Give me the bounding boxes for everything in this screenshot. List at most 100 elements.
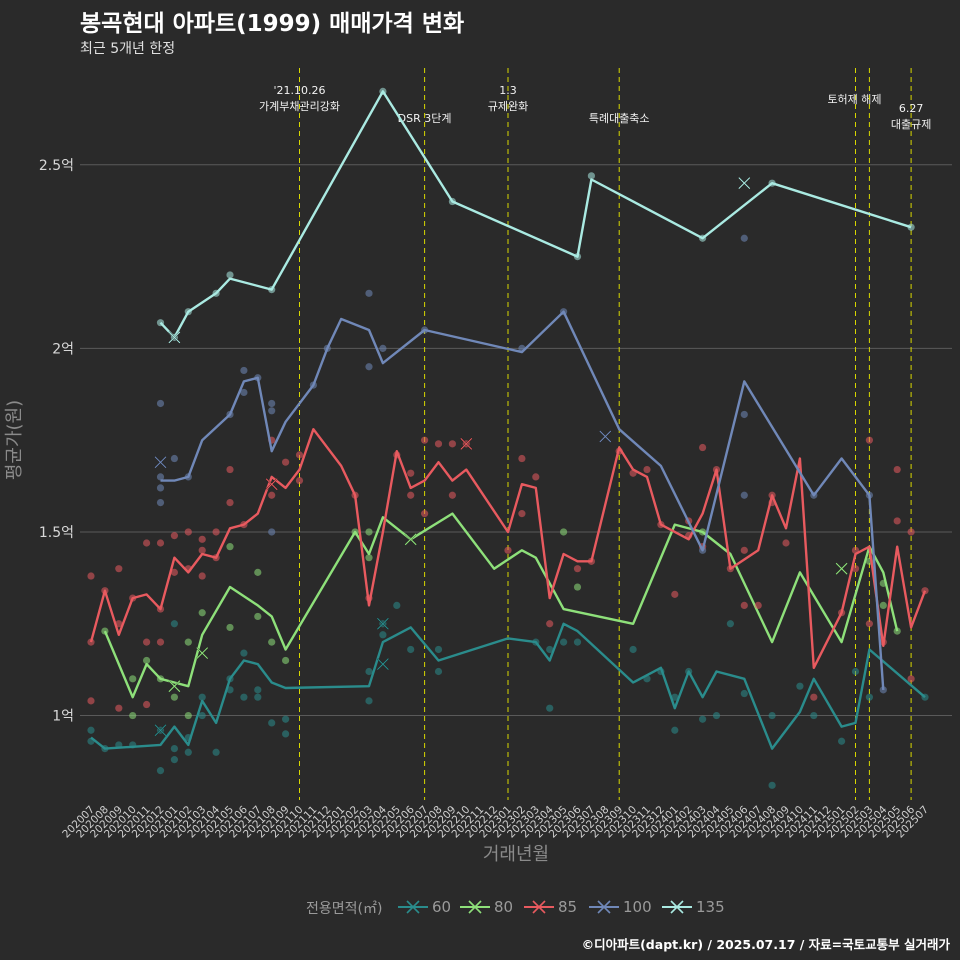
y-tick-label: 1억: [52, 709, 74, 725]
data-point-100: [170, 454, 178, 463]
legend-label-85: 85: [558, 898, 578, 916]
event-label: 특례대출축소: [589, 112, 650, 125]
data-point-85: [198, 535, 206, 543]
data-point-85: [740, 546, 748, 554]
data-point-60: [254, 686, 262, 694]
data-point-60: [170, 756, 178, 764]
data-point-60: [198, 693, 206, 701]
data-point-60: [699, 715, 707, 723]
data-point-85: [407, 469, 415, 477]
data-point-85: [532, 473, 540, 481]
data-point-100: [156, 473, 165, 481]
data-point-80: [254, 568, 262, 576]
data-point-80: [184, 638, 192, 646]
data-point-85: [87, 697, 95, 705]
cross-marker-100: [154, 456, 167, 469]
data-point-100: [365, 363, 373, 371]
cross-marker-85: [265, 478, 278, 491]
data-point-85: [421, 436, 429, 444]
cross-marker-80: [168, 680, 181, 693]
data-point-60: [546, 704, 554, 712]
data-point-85: [740, 601, 748, 610]
data-point-85: [143, 700, 151, 709]
event-label: '21.10.26: [273, 84, 325, 97]
data-point-85: [518, 510, 526, 518]
data-point-85: [268, 491, 276, 499]
data-point-60: [851, 667, 860, 676]
data-point-100: [156, 399, 165, 408]
data-point-85: [156, 539, 165, 547]
data-point-60: [573, 638, 582, 646]
data-point-85: [212, 528, 220, 536]
y-tick-label: 2.5억: [39, 158, 74, 174]
data-point-85: [143, 539, 151, 547]
data-point-60: [671, 693, 679, 701]
data-point-60: [407, 645, 415, 654]
data-point-100: [240, 388, 248, 397]
series-100: [154, 234, 887, 694]
data-point-85: [810, 693, 818, 701]
data-point-60: [671, 726, 679, 734]
data-point-60: [87, 726, 95, 734]
data-point-80: [573, 583, 582, 591]
data-point-80: [226, 543, 234, 551]
event-label: 규제완화: [488, 100, 528, 113]
series-line-60: [90, 622, 926, 750]
cross-marker-80: [196, 647, 209, 660]
event-label: 토허제 해제: [827, 92, 881, 106]
legend-label-60: 60: [432, 898, 452, 916]
y-tick-label: 2억: [52, 341, 74, 357]
data-point-80: [879, 601, 887, 610]
data-point-85: [184, 528, 192, 536]
legend-swatch-60: [398, 900, 428, 914]
data-point-60: [365, 697, 373, 705]
data-point-80: [226, 623, 234, 632]
data-point-85: [907, 528, 915, 536]
data-point-60: [546, 645, 554, 654]
data-point-60: [156, 767, 165, 775]
event-label: 1.3: [499, 84, 517, 97]
data-point-100: [156, 498, 165, 507]
data-point-85: [699, 443, 707, 452]
data-point-85: [448, 491, 456, 499]
y-axis-title: 평균가(원): [4, 400, 25, 480]
data-point-85: [448, 440, 456, 448]
legend-swatch-100: [589, 900, 619, 914]
data-point-60: [560, 638, 568, 646]
data-point-80: [365, 528, 373, 536]
data-point-80: [254, 612, 262, 621]
series-line-85: [89, 428, 927, 669]
data-point-60: [796, 682, 804, 690]
data-point-135: [587, 172, 596, 180]
data-point-80: [282, 656, 290, 665]
event-label: 6.27: [899, 102, 924, 115]
data-point-85: [226, 498, 234, 507]
cross-marker-85: [460, 437, 473, 450]
data-point-80: [129, 711, 137, 720]
data-point-85: [407, 491, 415, 499]
cross-marker-80: [835, 562, 848, 575]
x-axis-title: 거래년월: [483, 844, 549, 865]
data-point-85: [518, 454, 526, 463]
data-point-80: [893, 627, 901, 635]
chart-title: 봉곡현대 아파트(1999) 매매가격 변화: [80, 11, 465, 37]
legend-swatch-85: [524, 900, 554, 914]
data-point-85: [143, 638, 151, 646]
cross-marker-135: [738, 177, 751, 190]
data-point-60: [268, 719, 276, 727]
data-point-85: [295, 451, 304, 459]
data-point-85: [504, 546, 512, 554]
data-point-60: [379, 631, 387, 639]
data-point-80: [184, 711, 192, 720]
data-point-60: [434, 645, 443, 654]
data-point-60: [240, 649, 248, 657]
data-point-85: [115, 565, 123, 573]
series-85: [87, 428, 929, 712]
data-point-60: [768, 781, 776, 789]
data-point-135: [226, 271, 234, 279]
data-point-85: [87, 572, 95, 580]
data-point-60: [365, 667, 373, 676]
data-point-85: [573, 565, 582, 573]
data-point-60: [393, 601, 401, 610]
data-point-100: [379, 344, 387, 352]
